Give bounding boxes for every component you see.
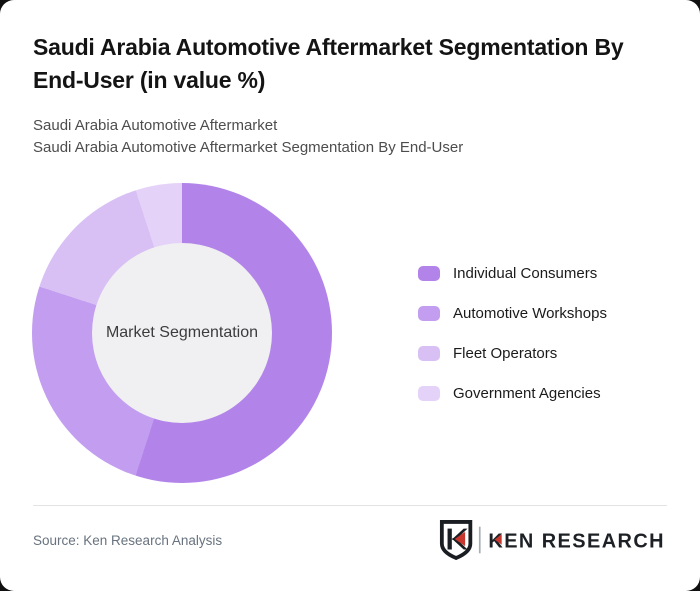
donut-hole: Market Segmentation xyxy=(92,243,272,423)
legend-swatch-government-agencies xyxy=(418,385,440,401)
shield-icon xyxy=(439,520,473,560)
chart-header: Saudi Arabia Automotive Aftermarket Segm… xyxy=(0,0,700,159)
chart-subtitles: Saudi Arabia Automotive Aftermarket Saud… xyxy=(33,115,667,159)
legend-item-individual-consumers: Individual Consumers xyxy=(418,265,607,282)
legend-label: Automotive Workshops xyxy=(453,304,607,322)
legend-swatch-fleet-operators xyxy=(418,345,440,361)
legend-item-automotive-workshops: Automotive Workshops xyxy=(418,305,607,322)
legend-item-fleet-operators: Fleet Operators xyxy=(418,345,607,362)
page-title: Saudi Arabia Automotive Aftermarket Segm… xyxy=(33,34,624,93)
logo-wordmark: KEN RESEARCH xyxy=(488,531,665,553)
ken-research-logo: KEN RESEARCH xyxy=(439,520,665,560)
legend-label: Individual Consumers xyxy=(453,264,598,282)
donut-chart: Market Segmentation xyxy=(32,183,332,483)
donut-center-label: Market Segmentation xyxy=(105,324,259,341)
legend-label: Fleet Operators xyxy=(453,344,558,362)
chart-area: Market Segmentation Individual Consumers… xyxy=(0,183,700,483)
footer: Source: Ken Research Analysis KEN RESEAR… xyxy=(33,505,667,560)
legend-item-government-agencies: Government Agencies xyxy=(418,385,607,402)
legend-swatch-individual-consumers xyxy=(418,265,440,281)
chart-subtitle-1: Saudi Arabia Automotive Aftermarket xyxy=(33,117,278,134)
legend-label: Government Agencies xyxy=(453,384,601,402)
logo-divider xyxy=(478,526,481,554)
logo-k-accent xyxy=(494,534,502,545)
legend-swatch-automotive-workshops xyxy=(418,305,440,321)
chart-legend: Individual Consumers Automotive Workshop… xyxy=(418,265,607,402)
chart-subtitle-2: Saudi Arabia Automotive Aftermarket Segm… xyxy=(33,139,464,156)
source-text: Source: Ken Research Analysis xyxy=(33,532,223,548)
